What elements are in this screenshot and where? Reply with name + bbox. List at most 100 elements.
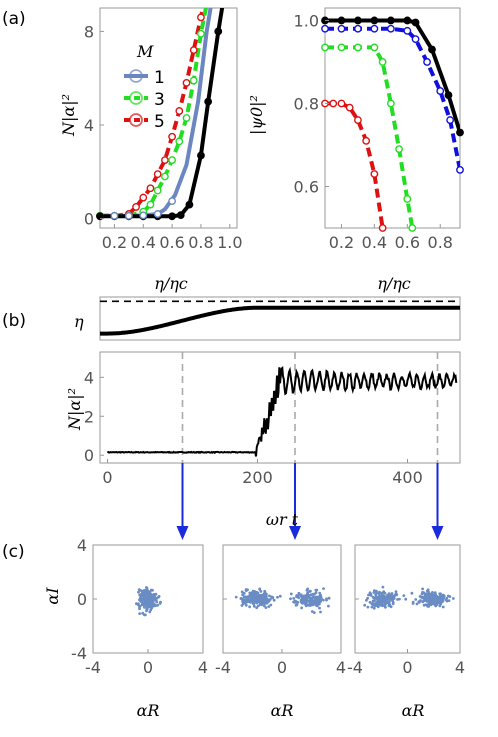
- c-panel-1-point: [263, 602, 267, 605]
- c-panel-2-point: [368, 591, 372, 595]
- a-right-series-5-point: [370, 170, 379, 178]
- guides-layer: [176, 352, 444, 540]
- a-left-series-3-point: [160, 172, 169, 181]
- c-panel-2-point: [441, 593, 445, 597]
- c-panel-2-point: [434, 604, 438, 608]
- a-left-series-5-point: [189, 46, 198, 55]
- c-panel-2-point: [447, 599, 451, 602]
- c-panel-2-point: [381, 604, 384, 608]
- c-panel-2-point: [366, 605, 370, 609]
- c-panel-1-point: [319, 596, 323, 600]
- a-left-series-3-point: [182, 114, 191, 122]
- c-panel-1-point: [272, 598, 276, 602]
- a-left-series-3-point: [197, 29, 205, 38]
- c-panel-2-point: [429, 593, 432, 597]
- b-main-xtick-label-1: 200: [242, 468, 273, 487]
- a-right-series-3-line: [325, 45, 415, 228]
- c-panel-0-point: [140, 593, 144, 597]
- c-panel-2-point: [426, 588, 430, 592]
- c-panel-1-point: [311, 592, 315, 596]
- a-right-series-1-point: [321, 24, 329, 33]
- a-right-series-ref-point: [386, 16, 395, 25]
- markers-layer: [96, 13, 464, 617]
- legend-label-3: 3: [154, 90, 165, 110]
- a-right-series-ref-point: [444, 91, 453, 100]
- a-right-series-ref-point: [337, 16, 346, 25]
- c-panel-0-point: [152, 602, 156, 606]
- c-panel-2-point: [411, 602, 415, 605]
- c-panel-0-point: [137, 590, 140, 594]
- c-panel-1-point: [299, 593, 303, 597]
- c-panel-2-point: [383, 600, 386, 604]
- a-right-series-5-point: [378, 224, 387, 232]
- a-left-series-3-point: [168, 156, 177, 165]
- c-panel-0-point: [149, 608, 153, 612]
- c-panel-1-point: [294, 603, 298, 607]
- c-panel-1-point: [246, 600, 250, 603]
- b-main-xlabel: ωr t: [266, 510, 299, 529]
- c-panel-2-point: [381, 585, 385, 589]
- c-panel-1-point: [257, 599, 260, 603]
- c-panel-1-point: [318, 606, 321, 610]
- legend-swatch-marker-1: [129, 91, 143, 105]
- c-panel-1-point: [317, 596, 321, 600]
- b-main-xtick-label-2: 400: [392, 468, 423, 487]
- a-right-series-1-point: [370, 24, 379, 33]
- c-panel-1-point: [322, 587, 325, 590]
- c-panel-1-point: [261, 595, 265, 599]
- c-panel-2-point: [421, 587, 424, 591]
- c-panel-2-point: [380, 591, 384, 595]
- a-left-series-1-point: [168, 197, 177, 205]
- a-right-series-ref-point: [354, 16, 362, 25]
- c-panel-1-point: [314, 595, 318, 599]
- c-panel-1-point: [248, 591, 252, 595]
- c-panel-1-point: [322, 598, 325, 602]
- a-left-series-1-point: [139, 211, 148, 220]
- arrow-head-0: [176, 526, 189, 540]
- a-right-series-3-point: [370, 43, 379, 52]
- b-main-frame: [99, 351, 461, 464]
- c-panel-2-point: [391, 598, 394, 602]
- a-left-ytick-label-1: 4: [84, 116, 94, 135]
- c-panel-2-point: [415, 602, 419, 606]
- c-panel-1-point: [260, 603, 264, 607]
- c-panel-0-point: [138, 605, 141, 609]
- a-left-ytick-label-2: 8: [84, 22, 94, 41]
- c-panel-1-point: [262, 592, 266, 596]
- c-ylabel: αI: [43, 587, 62, 605]
- c-panel-2-point: [368, 600, 372, 604]
- c-panel-0-point: [151, 600, 155, 603]
- c-panel-2-point: [429, 602, 432, 606]
- c-panel-2-point: [372, 606, 376, 610]
- a-right-series-ref-point: [411, 18, 420, 27]
- c-panel-1-point: [278, 594, 282, 598]
- a-right-series-1-point: [354, 24, 362, 33]
- c-panel-2-point: [376, 605, 380, 609]
- a-left-series-3-point: [175, 137, 184, 146]
- c-panel-0-point: [139, 599, 142, 602]
- c-panel-0-point: [145, 591, 149, 595]
- a-left-series-1-point: [153, 210, 162, 218]
- a-left-series-ref-point: [185, 200, 194, 209]
- a-right-frame: [324, 7, 461, 229]
- c-panel-2-point: [445, 596, 449, 600]
- a-right-series-3-point: [408, 224, 417, 232]
- a-right-series-5-point: [345, 103, 354, 112]
- c-panel-1-point: [246, 597, 249, 601]
- c-panel-1-point: [239, 597, 243, 600]
- panel-label-a: (a): [2, 9, 26, 29]
- c-panel-2-point: [439, 596, 443, 599]
- c-panel-2-point: [383, 595, 386, 598]
- c-panel-1-point: [301, 601, 305, 604]
- a-right-series-5-point: [354, 116, 362, 124]
- c-panel-2-point: [425, 597, 428, 600]
- c-panel-1-xtick-label-0: -4: [215, 658, 231, 677]
- c-panel-1-point: [241, 602, 245, 606]
- a-left-series-5-point: [197, 13, 205, 22]
- legend-swatch-marker-0: [129, 69, 143, 83]
- a-left-series-5-point: [139, 193, 148, 202]
- c-panel-1-point: [242, 591, 246, 595]
- c-panel-2-point: [394, 590, 398, 594]
- c-panel-1-point: [308, 590, 311, 593]
